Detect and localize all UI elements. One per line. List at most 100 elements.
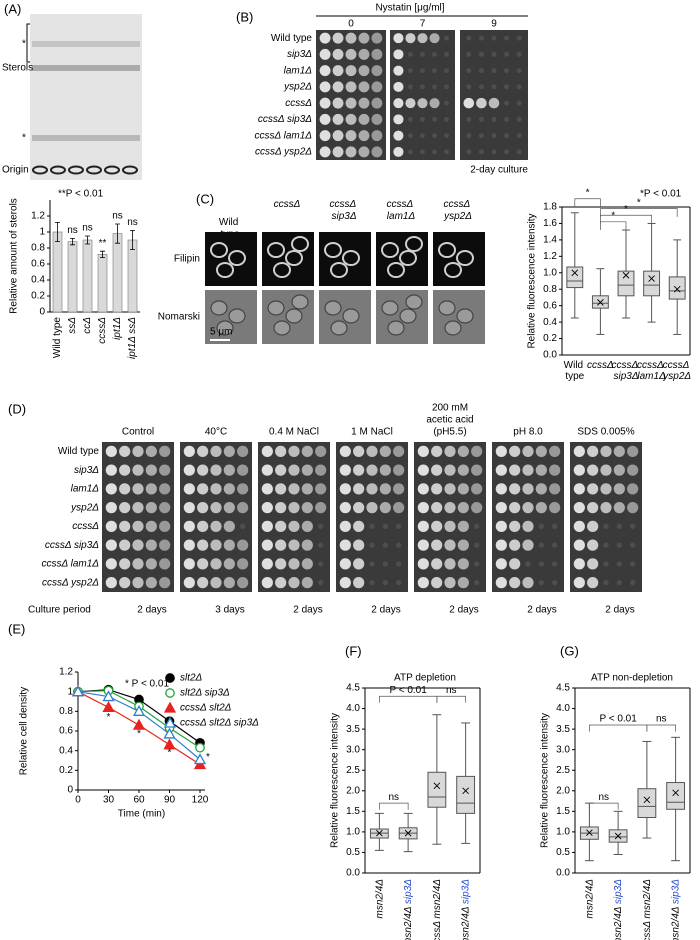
y-tick-label: 0.8: [543, 284, 557, 295]
colony-spot: [587, 558, 599, 570]
mean-marker: [404, 829, 412, 837]
colony-spot: [132, 464, 144, 476]
colony-spot: [457, 464, 469, 476]
colony-spot: [223, 558, 235, 570]
colony-spot: [457, 577, 469, 589]
colony-spot: [119, 502, 131, 514]
colony-spot: [358, 113, 370, 125]
colony-spot: [420, 116, 425, 122]
colony-spot: [339, 558, 351, 570]
colony-spot: [408, 84, 413, 90]
colony-spot: [478, 116, 484, 122]
colony-spot: [275, 520, 287, 532]
culture-period: 2 days: [371, 605, 400, 616]
colony-spot: [587, 445, 599, 457]
colony-spot: [183, 520, 195, 532]
colony-spot: [613, 483, 625, 495]
colony-spot: [516, 149, 522, 155]
significance-label: *: [624, 204, 628, 215]
marker: [165, 688, 175, 698]
marker: [165, 673, 175, 683]
legend-label: ccssΔ slt2Δ sip3Δ: [180, 718, 259, 729]
colony-spot: [332, 146, 344, 158]
colony-spot: [183, 539, 195, 551]
cell: [267, 242, 285, 258]
colony-spot: [132, 520, 144, 532]
colony-spot: [369, 561, 375, 567]
colony-spot: [471, 464, 483, 476]
colony-spot: [444, 133, 449, 139]
micrograph: [433, 232, 485, 286]
comparison-bracket: [589, 802, 619, 810]
condition-label: 40°C: [205, 427, 227, 438]
colony-spot: [319, 48, 331, 60]
colony-spot: [223, 577, 235, 589]
colony-spot: [183, 502, 195, 514]
cell: [381, 300, 399, 316]
colony-spot: [432, 116, 437, 122]
colony-spot: [417, 483, 429, 495]
colony-spot: [275, 483, 287, 495]
culture-period-label: Culture period: [28, 605, 91, 616]
y-tick-label: 2.0: [556, 785, 570, 796]
colony-spot: [393, 502, 405, 514]
cell: [273, 320, 291, 336]
colony-spot: [315, 483, 327, 495]
mean-marker: [643, 796, 651, 804]
micrograph-row-label: Nomarski: [158, 312, 200, 323]
colony-spot: [495, 502, 507, 514]
strain-label: ysp2Δ: [70, 502, 99, 513]
colony-spot: [369, 523, 375, 530]
colony-spot: [393, 33, 404, 44]
colony-spot: [431, 558, 443, 570]
colony-spot: [275, 558, 287, 570]
colony-spot: [315, 445, 327, 457]
colony-spot: [366, 483, 378, 495]
colony-spot: [396, 579, 402, 586]
colony-spot: [332, 65, 344, 77]
colony-spot: [616, 523, 622, 530]
colony-spot: [417, 445, 429, 457]
significance-label: *: [107, 712, 111, 723]
comparison-bracket: [379, 695, 438, 703]
colony-spot: [504, 35, 510, 41]
colony-spot: [509, 483, 521, 495]
colony-spot: [408, 51, 413, 57]
gel-label: Sterols: [2, 63, 33, 74]
culture-period: 3 days: [215, 605, 244, 616]
mean-marker: [648, 275, 655, 282]
y-tick-label: 0.8: [59, 706, 73, 717]
y-tick-label: 3.0: [556, 744, 570, 755]
marker: [132, 704, 146, 716]
panel-label: (F): [345, 643, 362, 658]
colony-spot: [573, 539, 585, 551]
cell: [267, 300, 285, 316]
colony-spot: [471, 483, 483, 495]
x-tick-label: ccssΔ lam1Δ: [637, 360, 666, 382]
cell: [399, 250, 417, 266]
x-tick-label: msn2/4Δ: [374, 879, 385, 919]
x-tick-label: ccssΔ msn2/4Δ: [432, 879, 443, 940]
colony-spot: [516, 100, 522, 106]
colony-spot: [466, 133, 472, 139]
colony-spot: [345, 146, 357, 158]
y-tick-label: 0.5: [556, 847, 570, 858]
cell: [387, 320, 405, 336]
cell: [405, 294, 423, 310]
colony-spot: [495, 464, 507, 476]
colony-spot: [522, 502, 534, 514]
x-tick-label: ccΔ: [82, 317, 93, 334]
colony-spot: [332, 48, 344, 60]
y-tick-label: 1.5: [346, 806, 360, 817]
colony-spot: [396, 523, 402, 530]
x-tick-label: ccssΔ: [587, 360, 614, 371]
colony-spot: [318, 561, 324, 567]
colony-spot: [345, 32, 357, 44]
colony-spot: [261, 483, 273, 495]
colony-spot: [105, 577, 117, 589]
colony-spot: [431, 577, 443, 589]
marker: [102, 701, 115, 713]
colony-spot: [431, 464, 443, 476]
y-axis-label: Relative fluorescence intensity: [330, 713, 341, 848]
colony-spot: [627, 483, 639, 495]
